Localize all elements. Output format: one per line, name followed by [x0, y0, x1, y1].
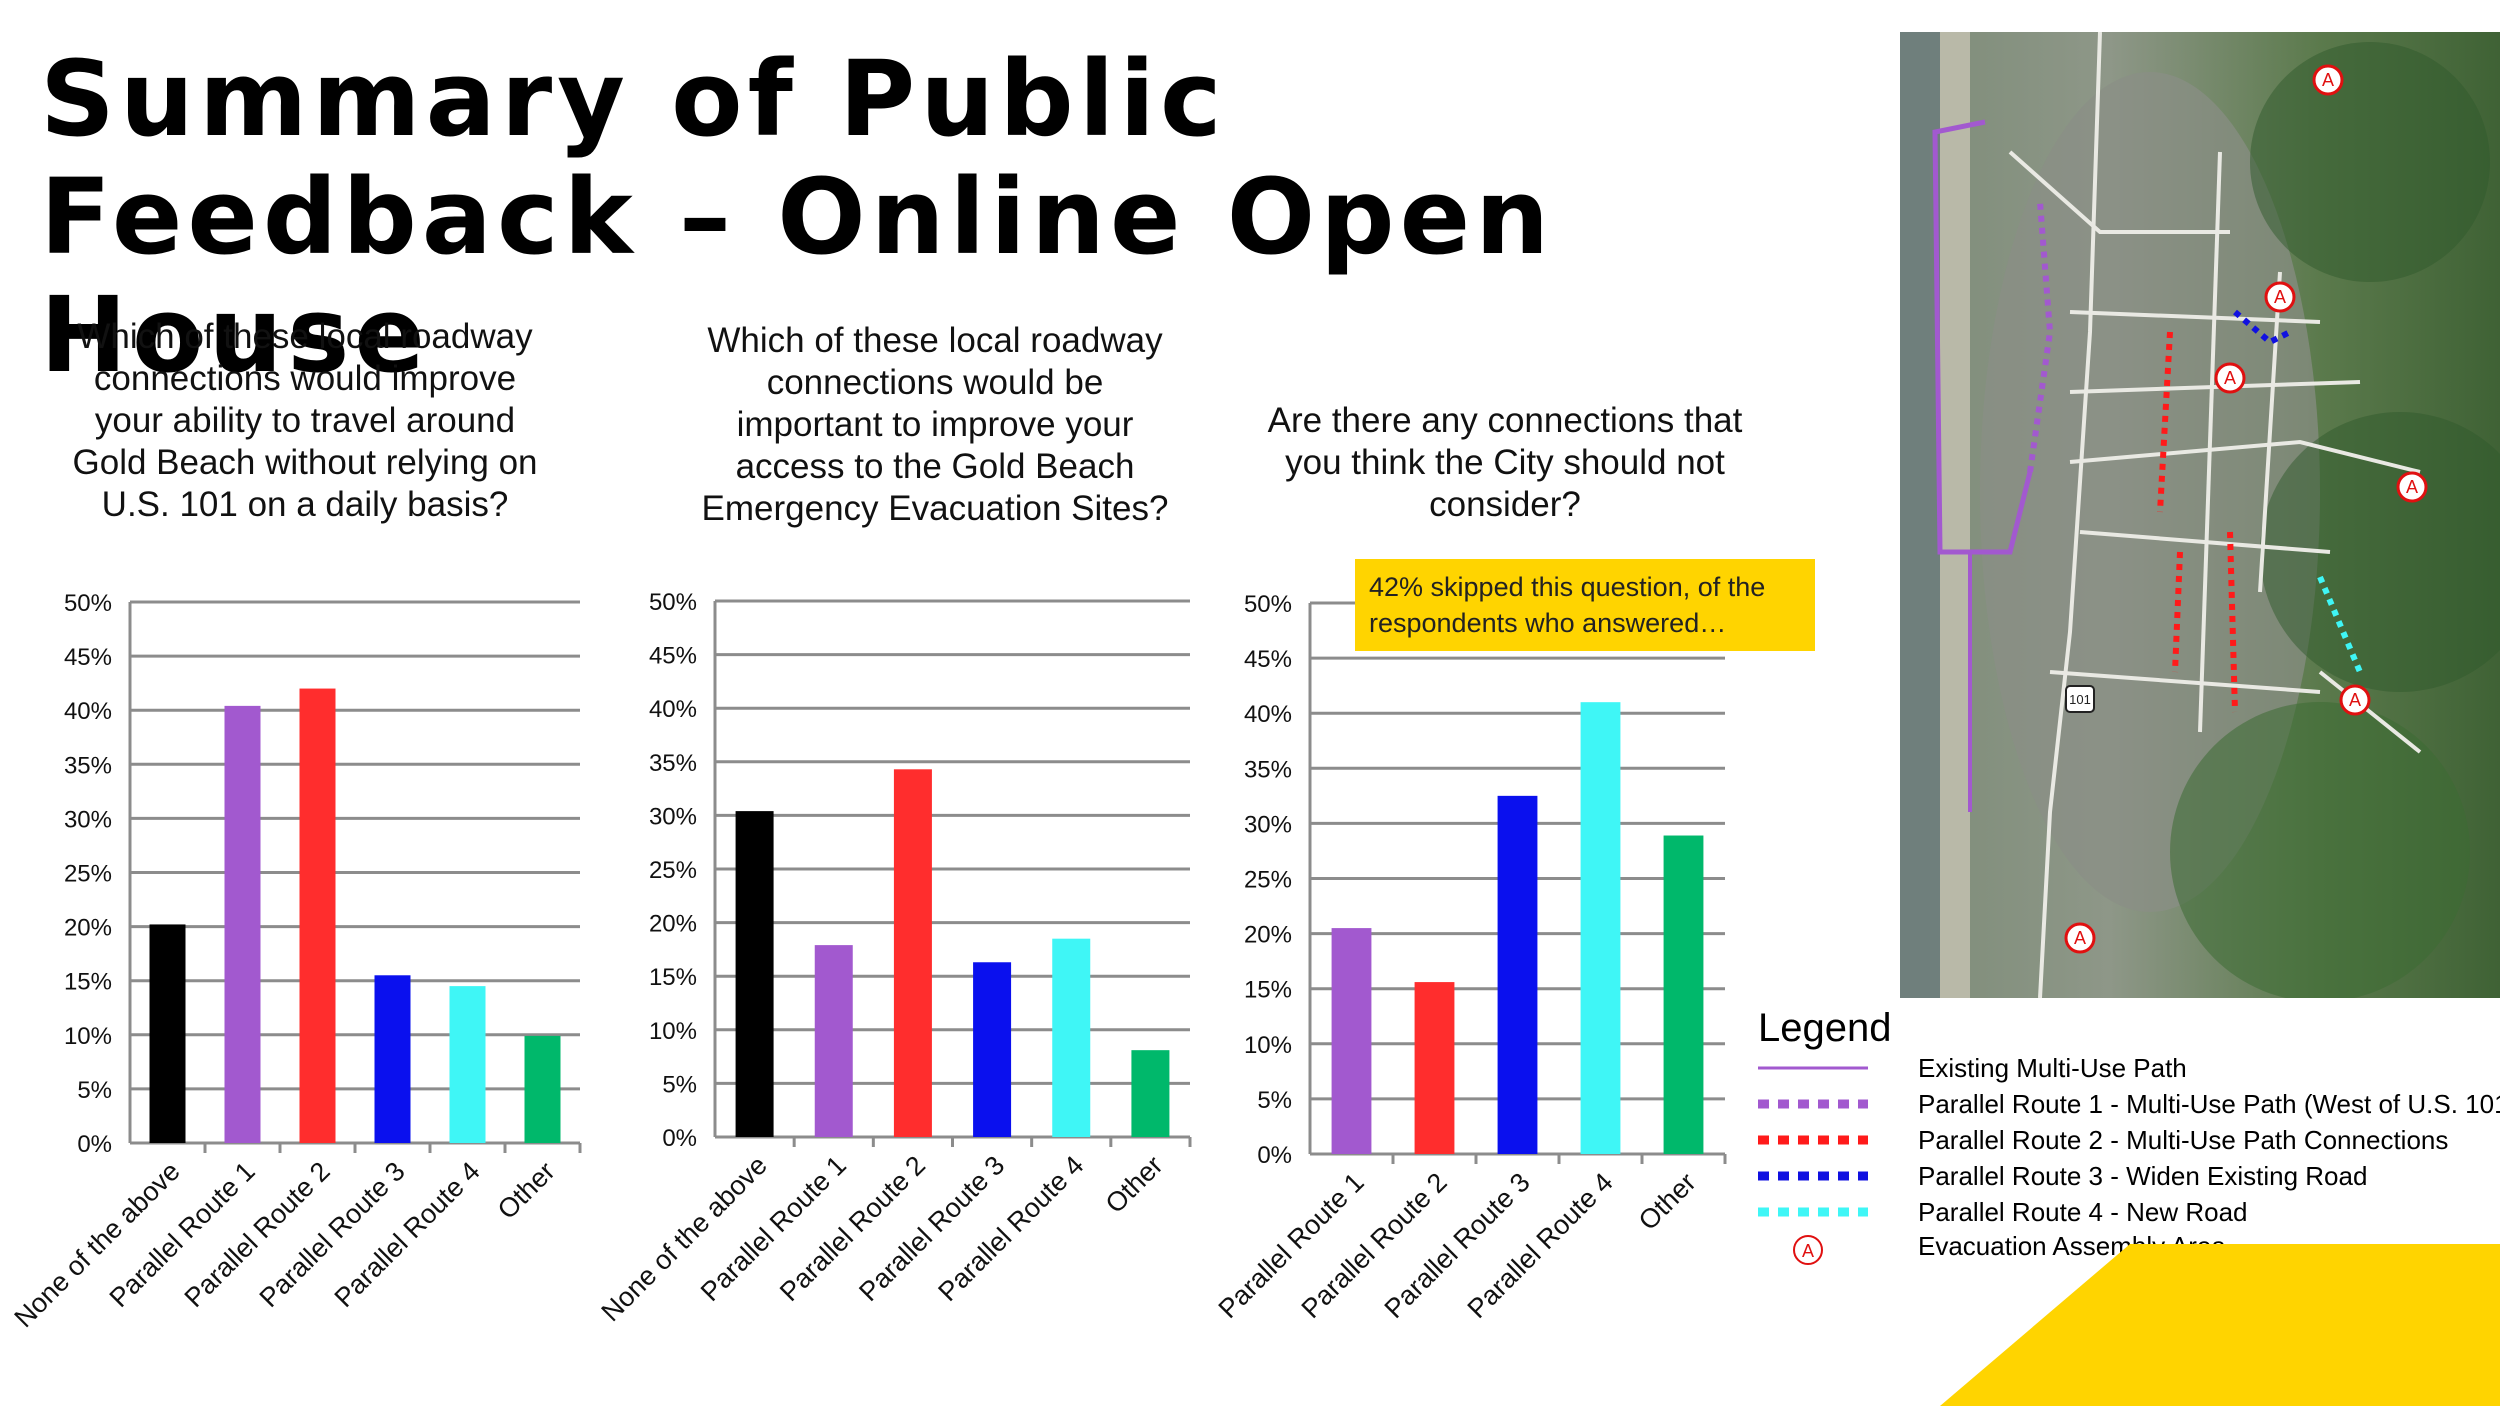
dashed-line-swatch	[1758, 1200, 1868, 1224]
dashed-line-swatch	[1758, 1128, 1868, 1152]
map-legend: Legend Existing Multi-Use Path Parallel R…	[1740, 998, 2500, 1265]
bar-parallel-route-1	[814, 945, 853, 1137]
decorative-yellow-corner	[1940, 1244, 2500, 1406]
bar-none-of-the-above	[149, 924, 186, 1143]
bar-parallel-route-2	[1414, 982, 1455, 1154]
y-tick-label: 5%	[1257, 1087, 1292, 1114]
chart-2-bar-chart: 0%5%10%15%20%25%30%35%40%45%50%None of t…	[596, 589, 1192, 1327]
svg-text:A: A	[2224, 368, 2236, 388]
x-tick-label: Parallel Route 3	[1379, 1167, 1536, 1324]
x-tick-label: Parallel Route 3	[853, 1150, 1010, 1307]
svg-text:A: A	[1802, 1241, 1814, 1261]
y-tick-label: 45%	[64, 644, 112, 671]
y-tick-label: 15%	[64, 969, 112, 996]
svg-text:A: A	[2349, 690, 2361, 710]
x-tick-label: Parallel Route 2	[1296, 1167, 1453, 1324]
legend-item: Parallel Route 1 - Multi-Use Path (West …	[1758, 1086, 2500, 1122]
y-tick-label: 0%	[77, 1131, 112, 1158]
y-tick-label: 5%	[77, 1077, 112, 1104]
solid-line-swatch	[1758, 1056, 1868, 1080]
legend-item: Parallel Route 4 - New Road	[1758, 1194, 2498, 1230]
x-tick-label: Other	[1633, 1167, 1702, 1236]
x-tick-label: Parallel Route 4	[1462, 1167, 1619, 1324]
bar-other	[524, 1035, 561, 1143]
bar-parallel-route-2	[299, 688, 336, 1143]
chart-2-question: Which of these local roadway connections…	[701, 321, 1169, 528]
svg-text:A: A	[2074, 928, 2086, 948]
bar-parallel-route-2	[893, 769, 932, 1137]
bar-parallel-route-1	[1331, 928, 1372, 1154]
y-tick-label: 40%	[64, 698, 112, 725]
chart-3-bar-chart: 0% 5% 10% 15% 20% 25% 30% 35% 40% 45% 50% Parallel …	[1213, 591, 1727, 1324]
legend-item: Existing Multi-Use Path	[1758, 1050, 2498, 1086]
bar-parallel-route-4	[449, 986, 486, 1143]
y-tick-label: 0%	[1257, 1142, 1292, 1169]
bar-parallel-route-3	[1497, 795, 1538, 1154]
bar-parallel-route-4	[1580, 702, 1621, 1154]
x-tick-label: Other	[1100, 1150, 1169, 1219]
chart-1-question: Which of these local roadway connections…	[72, 317, 538, 524]
legend-item-label: Parallel Route 2 - Multi-Use Path Connec…	[1918, 1125, 2449, 1155]
legend-item-label: Existing Multi-Use Path	[1918, 1053, 2187, 1083]
y-tick-label: 20%	[64, 915, 112, 942]
y-tick-label: 50%	[64, 590, 112, 617]
legend-item-label: Parallel Route 1 - Multi-Use Path (West …	[1918, 1089, 2500, 1119]
y-tick-label: 25%	[64, 861, 112, 888]
x-tick-label: Parallel Route 2	[774, 1150, 931, 1307]
svg-text:A: A	[2274, 287, 2286, 307]
y-tick-label: 0%	[662, 1125, 697, 1152]
gold-beach-route-map[interactable]: A A A A A A 101	[1900, 32, 2500, 998]
legend-title: Legend	[1758, 1006, 1892, 1050]
y-tick-label: 45%	[1244, 646, 1292, 673]
svg-text:A: A	[2322, 70, 2334, 90]
dashed-line-swatch	[1758, 1092, 1868, 1116]
y-tick-label: 20%	[1244, 922, 1292, 949]
x-tick-label: Other	[492, 1156, 561, 1225]
bar-other	[1663, 835, 1704, 1154]
page-title: Summary of Public Feedback – Online Open…	[40, 38, 1555, 396]
chart-3-question: Are there any connections that you think…	[1267, 401, 1743, 524]
y-tick-label: 35%	[649, 750, 697, 777]
bar-parallel-route-4	[1052, 938, 1091, 1137]
y-tick-label: 40%	[1244, 701, 1292, 728]
bar-none-of-the-above	[735, 811, 774, 1137]
y-tick-label: 50%	[649, 589, 697, 616]
y-tick-label: 20%	[649, 911, 697, 938]
dashed-line-swatch	[1758, 1164, 1868, 1188]
evacuation-marker-icon: A	[1758, 1234, 1868, 1265]
y-tick-label: 10%	[64, 1023, 112, 1050]
y-tick-label: 25%	[1244, 867, 1292, 894]
y-tick-label: 30%	[1244, 811, 1292, 838]
legend-item: Parallel Route 3 - Widen Existing Road	[1758, 1158, 2498, 1194]
x-tick-label: Parallel Route 1	[1213, 1167, 1370, 1324]
legend-item: Parallel Route 2 - Multi-Use Path Connec…	[1758, 1122, 2498, 1158]
y-tick-label: 15%	[1244, 977, 1292, 1004]
chart-1-bar-chart: 0%5%10%15%20%25%30%35%40%45%50%None of t…	[8, 590, 582, 1333]
x-tick-label: Parallel Route 1	[695, 1150, 852, 1307]
legend-item-label: Parallel Route 4 - New Road	[1918, 1197, 2248, 1227]
legend-item-label: Parallel Route 3 - Widen Existing Road	[1918, 1161, 2368, 1191]
bar-other	[1131, 1050, 1170, 1137]
skipped-question-callout: 42% skipped this question, of the respon…	[1355, 559, 1815, 651]
y-tick-label: 40%	[649, 696, 697, 723]
svg-text:A: A	[2406, 477, 2418, 497]
y-tick-label: 45%	[649, 643, 697, 670]
bar-parallel-route-3	[374, 975, 411, 1143]
y-tick-label: 15%	[649, 964, 697, 991]
y-tick-label: 10%	[1244, 1032, 1292, 1059]
bar-parallel-route-3	[973, 962, 1012, 1137]
bar-parallel-route-1	[224, 705, 261, 1143]
y-tick-label: 35%	[64, 752, 112, 779]
y-tick-label: 5%	[662, 1071, 697, 1098]
y-tick-label: 30%	[64, 806, 112, 833]
y-tick-label: 10%	[649, 1018, 697, 1045]
x-tick-label: Parallel Route 4	[932, 1150, 1089, 1307]
route-101-shield: 101	[2069, 692, 2091, 707]
y-tick-label: 50%	[1244, 591, 1292, 618]
y-tick-label: 25%	[649, 857, 697, 884]
y-tick-label: 35%	[1244, 756, 1292, 783]
y-tick-label: 30%	[649, 803, 697, 830]
